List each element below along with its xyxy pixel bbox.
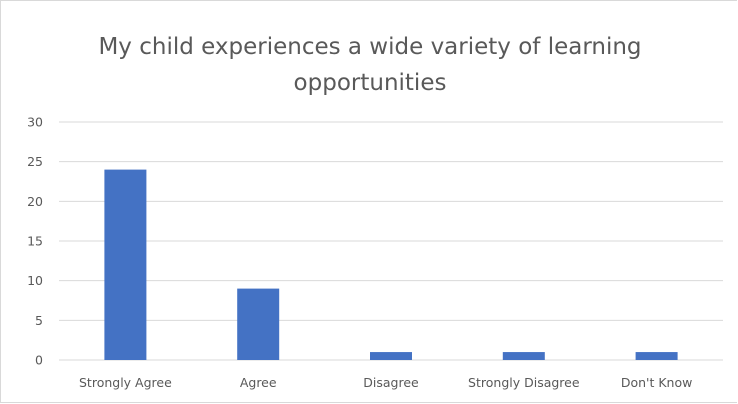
bar-strongly-disagree bbox=[502, 352, 545, 360]
bar-disagree bbox=[370, 352, 412, 360]
x-tick-label: Disagree bbox=[363, 375, 419, 390]
y-tick-label: 30 bbox=[27, 115, 43, 130]
y-tick-label: 10 bbox=[27, 273, 43, 288]
bars bbox=[104, 169, 678, 360]
bar-strongly-agree bbox=[104, 169, 147, 360]
x-axis-ticks: Strongly Agree Agree Disagree Strongly Disa… bbox=[79, 375, 692, 390]
x-tick-label: Strongly Disagree bbox=[468, 375, 580, 390]
y-tick-label: 20 bbox=[27, 194, 43, 209]
bar-agree bbox=[237, 288, 280, 360]
x-tick-label: Strongly Agree bbox=[79, 375, 172, 390]
x-tick-label: Agree bbox=[240, 375, 277, 390]
bar-don-t-know bbox=[635, 352, 678, 360]
y-tick-label: 25 bbox=[27, 154, 43, 169]
gridlines bbox=[59, 121, 723, 361]
y-tick-label: 5 bbox=[35, 313, 43, 328]
y-axis-ticks: 0 5 10 15 20 25 30 bbox=[27, 115, 43, 368]
chart-title: My child experiences a wide variety of l… bbox=[98, 34, 642, 96]
y-tick-label: 15 bbox=[27, 234, 43, 249]
y-tick-label: 0 bbox=[35, 353, 43, 368]
x-tick-label: Don't Know bbox=[621, 375, 693, 390]
